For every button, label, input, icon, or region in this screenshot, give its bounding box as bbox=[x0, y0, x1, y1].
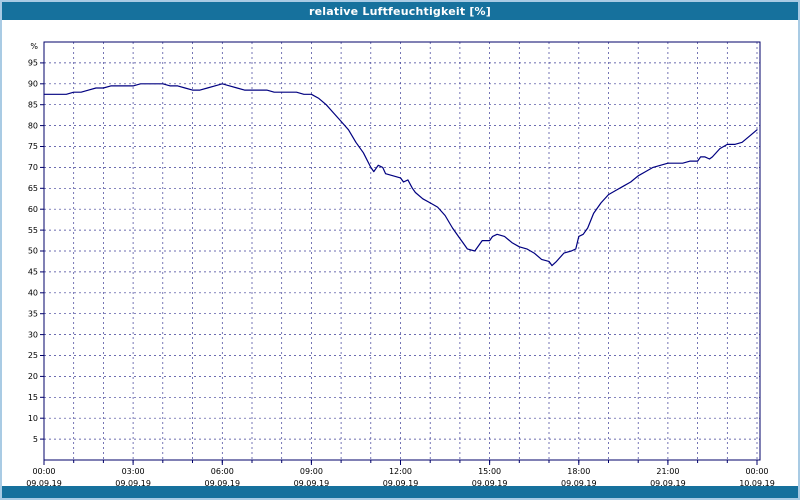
svg-text:03:00: 03:00 bbox=[122, 467, 145, 476]
svg-text:10: 10 bbox=[28, 414, 38, 423]
svg-text:09.09.19: 09.09.19 bbox=[115, 479, 151, 486]
svg-text:09:00: 09:00 bbox=[300, 467, 323, 476]
svg-text:95: 95 bbox=[28, 59, 38, 68]
titlebar: relative Luftfeuchtigkeit [%] bbox=[2, 2, 798, 20]
svg-text:09.09.19: 09.09.19 bbox=[204, 479, 240, 486]
svg-text:21:00: 21:00 bbox=[656, 467, 679, 476]
svg-text:70: 70 bbox=[28, 163, 38, 172]
svg-text:00:00: 00:00 bbox=[32, 467, 55, 476]
svg-text:55: 55 bbox=[28, 226, 38, 235]
svg-text:06:00: 06:00 bbox=[211, 467, 234, 476]
chart-area: 5 10 15 20 25 30 35 40 45 50 55 60 65 70 75 80 85 90 95 00:… bbox=[2, 20, 798, 486]
svg-text:09.09.19: 09.09.19 bbox=[383, 479, 419, 486]
svg-text:85: 85 bbox=[28, 100, 38, 109]
svg-text:25: 25 bbox=[28, 351, 38, 360]
svg-text:12:00: 12:00 bbox=[389, 467, 412, 476]
humidity-line-chart: 5 10 15 20 25 30 35 40 45 50 55 60 65 70 75 80 85 90 95 00:… bbox=[26, 41, 775, 486]
svg-text:65: 65 bbox=[28, 184, 38, 193]
svg-text:%: % bbox=[30, 42, 38, 51]
svg-text:30: 30 bbox=[28, 330, 38, 339]
svg-text:45: 45 bbox=[28, 268, 38, 277]
svg-text:09.09.19: 09.09.19 bbox=[294, 479, 330, 486]
svg-text:35: 35 bbox=[28, 309, 38, 318]
window-title: relative Luftfeuchtigkeit [%] bbox=[309, 4, 491, 18]
svg-text:60: 60 bbox=[28, 205, 38, 214]
svg-text:09.09.19: 09.09.19 bbox=[650, 479, 686, 486]
svg-text:18:00: 18:00 bbox=[567, 467, 590, 476]
svg-text:10.09.19: 10.09.19 bbox=[739, 479, 775, 486]
svg-text:50: 50 bbox=[28, 247, 38, 256]
svg-text:15: 15 bbox=[28, 393, 38, 402]
svg-text:09.09.19: 09.09.19 bbox=[472, 479, 508, 486]
svg-text:09.09.19: 09.09.19 bbox=[26, 479, 62, 486]
svg-text:75: 75 bbox=[28, 142, 38, 151]
svg-text:00:00: 00:00 bbox=[745, 467, 768, 476]
bottombar bbox=[2, 486, 798, 498]
svg-text:90: 90 bbox=[28, 80, 38, 89]
svg-text:5: 5 bbox=[33, 435, 38, 444]
svg-text:40: 40 bbox=[28, 289, 38, 298]
svg-text:80: 80 bbox=[28, 121, 38, 130]
svg-text:15:00: 15:00 bbox=[478, 467, 501, 476]
svg-text:20: 20 bbox=[28, 372, 38, 381]
svg-text:09.09.19: 09.09.19 bbox=[561, 479, 597, 486]
